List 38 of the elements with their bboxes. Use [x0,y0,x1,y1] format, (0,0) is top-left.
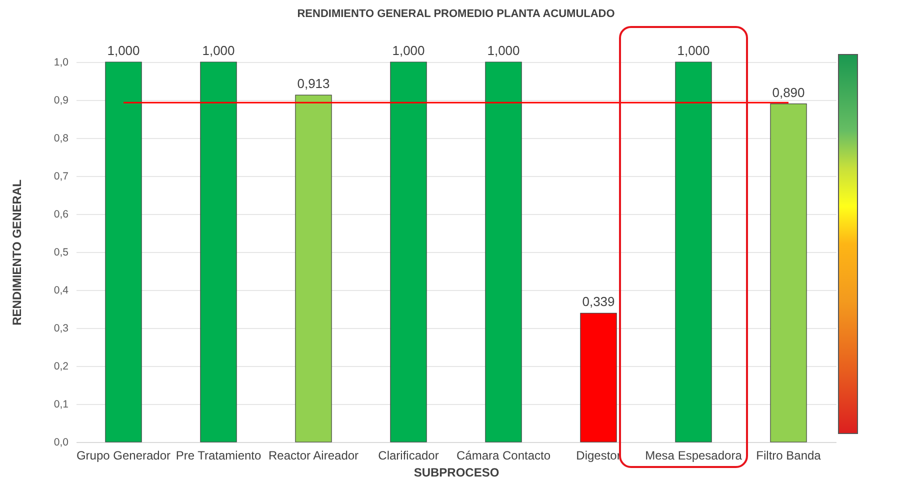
data-label: 1,000 [107,43,140,58]
x-tick-label: Reactor Aireador [268,448,359,462]
data-label: 0,913 [297,76,330,92]
bar [200,62,237,442]
y-tick-label: 1,0 [54,56,69,68]
bar [390,62,427,442]
y-tick-label: 0,5 [54,246,69,258]
x-tick-label: Digestor [576,448,621,462]
x-tick-label: Cámara Contacto [456,448,551,462]
y-tick-label: 0,9 [54,94,69,106]
data-label: 1,000 [202,43,235,58]
bar [485,62,522,442]
data-label: 1,000 [392,43,425,58]
y-tick-label: 0,2 [54,360,69,372]
y-tick-label: 0,3 [54,322,69,334]
y-tick-label: 0,8 [54,132,69,144]
bar [295,94,332,442]
x-tick-label: Pre Tratamiento [176,448,262,462]
y-axis-title: RENDIMIENTO GENERAL [10,180,24,326]
y-tick-label: 0,7 [54,170,69,182]
y-tick-label: 0,0 [54,436,69,448]
y-tick-label: 0,1 [54,398,69,410]
x-tick-label: Filtro Banda [756,448,822,462]
bar [675,62,712,442]
x-axis-title: SUBPROCESO [414,466,500,480]
bar [770,104,807,442]
data-label: 1,000 [487,43,520,58]
y-tick-label: 0,4 [54,284,69,296]
bar [105,62,142,442]
y-tick-label: 0,6 [54,208,69,220]
data-label: 1,000 [677,43,710,58]
x-tick-label: Mesa Espesadora [645,448,742,462]
bar [580,312,617,442]
x-tick-label: Clarificador [378,448,439,462]
data-label: 0,890 [772,84,805,100]
chart-title: RENDIMIENTO GENERAL PROMEDIO PLANTA ACUMULADO [297,8,616,20]
data-label: 0,339 [582,294,615,310]
x-tick-label: Grupo Generador [76,448,171,462]
